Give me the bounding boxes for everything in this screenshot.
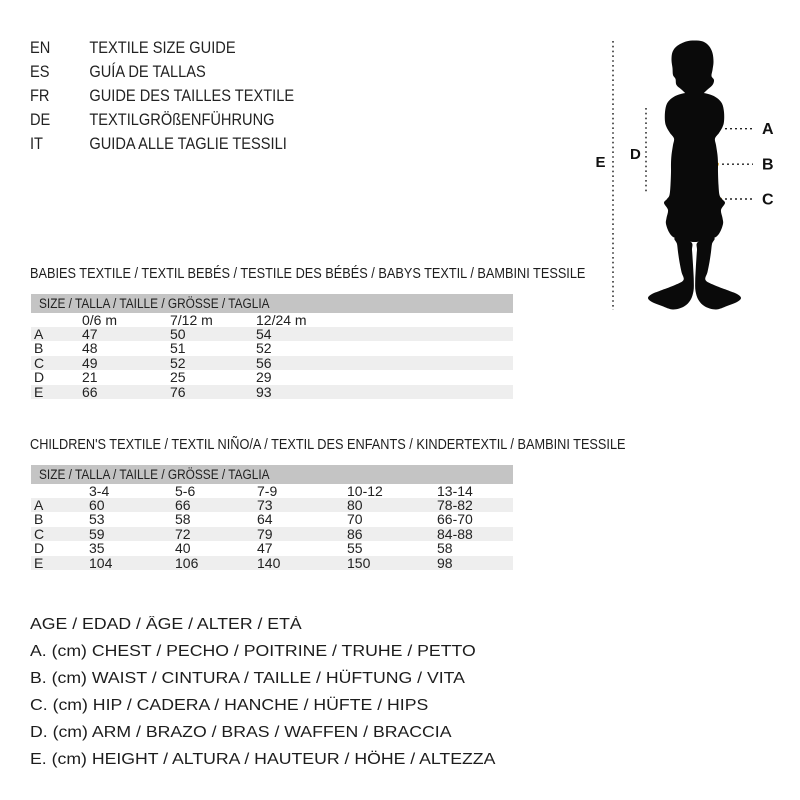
svg-text:B: B: [762, 157, 774, 174]
svg-text:D: D: [630, 146, 641, 163]
svg-text:C: C: [762, 192, 774, 209]
svg-text:A: A: [762, 121, 774, 138]
svg-text:E: E: [596, 154, 606, 171]
